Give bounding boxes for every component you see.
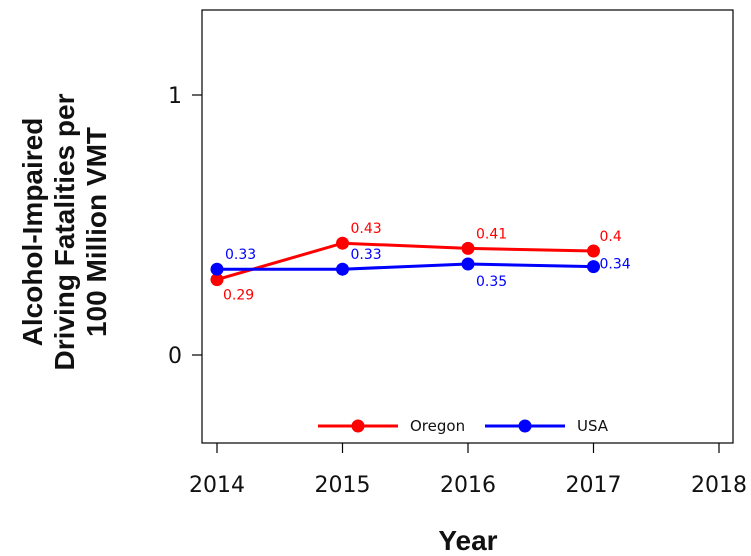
x-axis: 2014 2015 2016 2017 2018 [189, 443, 747, 498]
series-layer: 0.29 0.43 0.41 0.4 0.33 0.33 0.35 0.34 [210, 221, 631, 304]
data-point-oregon [461, 241, 475, 255]
data-point-oregon [210, 273, 224, 287]
y-axis-title-line-2: Driving Fatalities per [49, 93, 80, 370]
y-tick-label: 0 [168, 344, 182, 369]
data-point-oregon [336, 236, 349, 250]
legend-label-oregon: Oregon [410, 417, 465, 435]
data-label-usa: 0.33 [351, 247, 382, 263]
data-point-usa [461, 257, 475, 271]
data-label-oregon: 0.4 [600, 229, 622, 245]
data-point-usa [336, 262, 349, 276]
data-label-oregon: 0.41 [476, 226, 507, 242]
x-tick-label: 2018 [691, 473, 747, 498]
x-tick-label: 2014 [189, 473, 245, 498]
data-point-oregon [587, 244, 600, 258]
data-point-usa [587, 260, 600, 274]
x-tick-label: 2016 [440, 473, 496, 498]
legend-marker-usa [518, 419, 532, 433]
y-axis: 01 [168, 84, 202, 369]
data-label-usa: 0.34 [600, 257, 631, 273]
y-axis-title-line-3: 100 Million VMT [81, 127, 112, 337]
series-line-usa [217, 262, 594, 271]
x-tick-label: 2015 [315, 473, 371, 498]
y-axis-title-line-1: Alcohol-Impaired [17, 118, 48, 347]
data-label-oregon: 0.43 [351, 221, 382, 237]
data-label-usa: 0.35 [476, 274, 507, 290]
x-axis-title: Year [438, 525, 497, 556]
data-label-oregon: 0.29 [223, 288, 254, 304]
data-point-usa [210, 262, 224, 276]
legend-marker-oregon [351, 419, 365, 433]
series-line-oregon [216, 241, 594, 282]
data-label-usa: 0.33 [225, 247, 256, 263]
legend-label-usa: USA [577, 417, 609, 435]
legend: Oregon USA [318, 417, 609, 435]
x-tick-label: 2017 [566, 473, 622, 498]
y-tick-label: 1 [168, 84, 182, 109]
plot-frame [201, 9, 734, 444]
y-axis-title: Alcohol-Impaired Driving Fatalities per … [17, 93, 112, 370]
